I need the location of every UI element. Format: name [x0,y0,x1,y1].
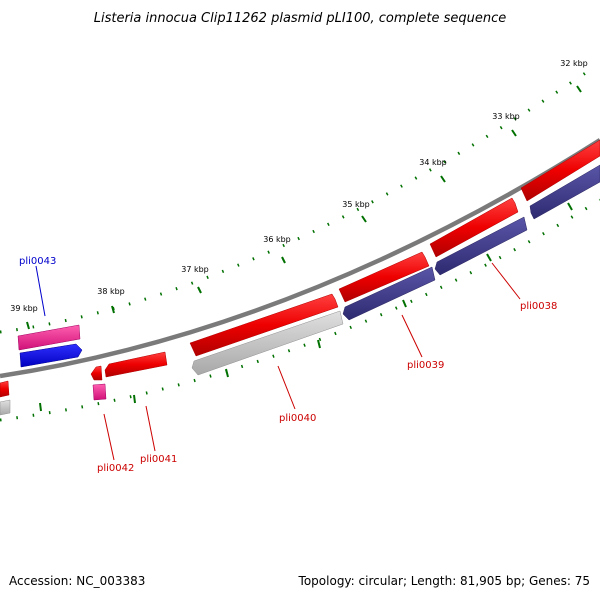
kbp-label: 33 kbp [492,112,520,121]
outer-major-ticks [26,85,582,330]
gene-label-pli0041: pli0041 [140,454,177,465]
cds-forward-arrow [189,293,339,357]
gene-label-pli0040: pli0040 [279,413,316,424]
kbp-label: 38 kbp [97,287,125,296]
cds-forward-arrow [520,139,600,202]
gene-labels: pli0043 pli0042 pli0041 pli0040 pli0039 … [19,256,557,474]
inner-major-ticks [39,202,573,412]
cds-small-red-arrow [90,365,103,381]
cds-reverse-arrow [0,399,11,416]
kbp-labels: 32 kbp 33 kbp 34 kbp 35 kbp 36 kbp 37 kb… [10,59,588,313]
backbone-ring [0,138,600,379]
kbp-label: 39 kbp [10,304,38,313]
cds-reverse-arrow [434,216,528,276]
kbp-label: 36 kbp [263,235,291,244]
leader-lines [35,262,521,461]
cds-reverse-arrow [342,266,436,321]
kbp-label: 34 kbp [419,158,447,167]
cds-forward-arrow [0,380,10,398]
kbp-label: 37 kbp [181,265,209,274]
cds-forward-arrow [104,351,168,378]
forward-cds-track [0,139,600,398]
cds-forward-arrow [429,197,519,258]
gene-label-pli0039: pli0039 [407,360,444,371]
inner-tick-ring [0,198,600,422]
cds-forward-arrow [338,251,430,303]
cds-reverse-arrow [191,310,344,376]
topology-text: Topology: circular; Length: 81,905 bp; G… [298,574,590,588]
cds-blue-arrow [19,343,83,368]
accession-text: Accession: NC_003383 [9,574,146,588]
gene-label-pli0038: pli0038 [520,301,557,312]
kbp-label: 32 kbp [560,59,588,68]
kbp-label: 35 kbp [342,200,370,209]
cds-reverse-arrow [529,164,600,220]
reverse-cds-track [0,164,600,416]
cds-pink-arrow [17,324,81,351]
cds-small-pink-box [92,383,107,401]
gene-label-pli0042: pli0042 [97,463,134,474]
gene-label-pli0043: pli0043 [19,256,56,267]
small-features [17,324,107,401]
map-title: Listeria innocua Clip11262 plasmid pLI10… [94,11,507,26]
